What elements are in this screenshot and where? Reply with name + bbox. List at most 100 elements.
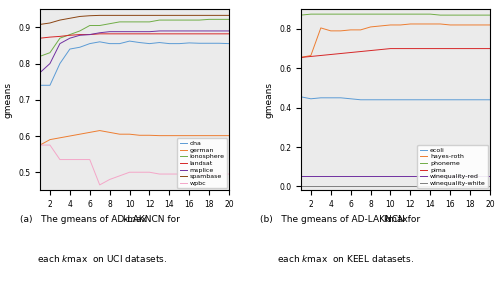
winequality-red	[398, 174, 404, 177]
dna	[156, 41, 162, 45]
ionosphere	[87, 24, 93, 27]
msplice	[106, 30, 112, 33]
hayes-roth	[318, 26, 324, 30]
hayes-roth	[308, 54, 314, 57]
winequality-red	[308, 174, 314, 177]
ecoli	[457, 98, 463, 102]
ecoli	[447, 98, 453, 102]
pima	[447, 47, 453, 50]
ionosphere	[166, 18, 172, 22]
wpbc	[216, 172, 222, 176]
phoneme	[388, 12, 394, 16]
winequality-red	[358, 174, 364, 177]
Text: each $\it{k}$max  on UCI datasets.: each $\it{k}$max on UCI datasets.	[20, 253, 168, 264]
phoneme	[368, 12, 374, 16]
spambase	[57, 18, 63, 22]
winequality-red	[428, 174, 434, 177]
winequality-red	[328, 174, 334, 177]
X-axis label: kmax: kmax	[122, 215, 147, 223]
wpbc	[106, 178, 112, 181]
winequality-red	[437, 174, 443, 177]
wpbc	[47, 143, 53, 147]
dna	[226, 42, 232, 45]
winequality-white	[408, 184, 414, 188]
pima	[457, 47, 463, 50]
landsat	[106, 32, 112, 36]
wpbc	[196, 172, 202, 176]
msplice	[176, 29, 182, 33]
msplice	[206, 29, 212, 33]
dna	[106, 42, 112, 45]
spambase	[87, 14, 93, 17]
ecoli	[388, 98, 394, 102]
msplice	[196, 29, 202, 33]
dna	[206, 41, 212, 45]
spambase	[47, 21, 53, 25]
hayes-roth	[447, 23, 453, 27]
german	[77, 132, 83, 136]
wpbc	[176, 172, 182, 176]
wpbc	[77, 158, 83, 161]
winequality-white	[477, 184, 483, 188]
winequality-red	[378, 174, 384, 177]
pima	[477, 47, 483, 50]
winequality-white	[348, 184, 354, 188]
msplice	[136, 30, 142, 33]
landsat	[126, 32, 132, 36]
winequality-white	[447, 184, 453, 188]
spambase	[176, 14, 182, 17]
german	[57, 136, 63, 140]
landsat	[87, 33, 93, 37]
german	[216, 134, 222, 138]
hayes-roth	[378, 24, 384, 28]
winequality-white	[398, 184, 404, 188]
Line: spambase: spambase	[40, 15, 229, 25]
winequality-white	[298, 184, 304, 188]
Line: dna: dna	[40, 41, 229, 85]
wpbc	[206, 172, 212, 176]
pima	[378, 48, 384, 51]
Line: ionosphere: ionosphere	[40, 19, 229, 56]
ionosphere	[57, 36, 63, 40]
Text: each $\it{k}$max  on KEEL datasets.: each $\it{k}$max on KEEL datasets.	[260, 253, 414, 264]
ionosphere	[136, 20, 142, 24]
ionosphere	[146, 20, 152, 24]
landsat	[146, 32, 152, 36]
wpbc	[57, 158, 63, 161]
msplice	[57, 42, 63, 45]
msplice	[87, 33, 93, 37]
phoneme	[328, 12, 334, 16]
winequality-red	[467, 174, 473, 177]
hayes-roth	[398, 23, 404, 27]
hayes-roth	[358, 28, 364, 32]
landsat	[226, 32, 232, 36]
wpbc	[126, 170, 132, 174]
german	[166, 134, 172, 138]
winequality-white	[467, 184, 473, 188]
pima	[398, 47, 404, 50]
phoneme	[477, 13, 483, 17]
german	[146, 134, 152, 137]
winequality-white	[358, 184, 364, 188]
landsat	[166, 32, 172, 36]
german	[126, 132, 132, 136]
ionosphere	[116, 20, 122, 24]
hayes-roth	[457, 23, 463, 27]
pima	[338, 52, 344, 55]
winequality-white	[318, 184, 324, 188]
msplice	[126, 30, 132, 33]
spambase	[156, 14, 162, 17]
dna	[67, 47, 73, 51]
phoneme	[447, 13, 453, 17]
winequality-red	[338, 174, 344, 177]
pima	[318, 54, 324, 57]
Line: hayes-roth: hayes-roth	[301, 24, 490, 57]
ecoli	[437, 98, 443, 102]
dna	[166, 42, 172, 45]
dna	[96, 40, 102, 44]
Line: ecoli: ecoli	[301, 97, 490, 100]
ecoli	[298, 95, 304, 99]
ecoli	[368, 98, 374, 102]
winequality-red	[487, 174, 493, 177]
wpbc	[116, 174, 122, 178]
